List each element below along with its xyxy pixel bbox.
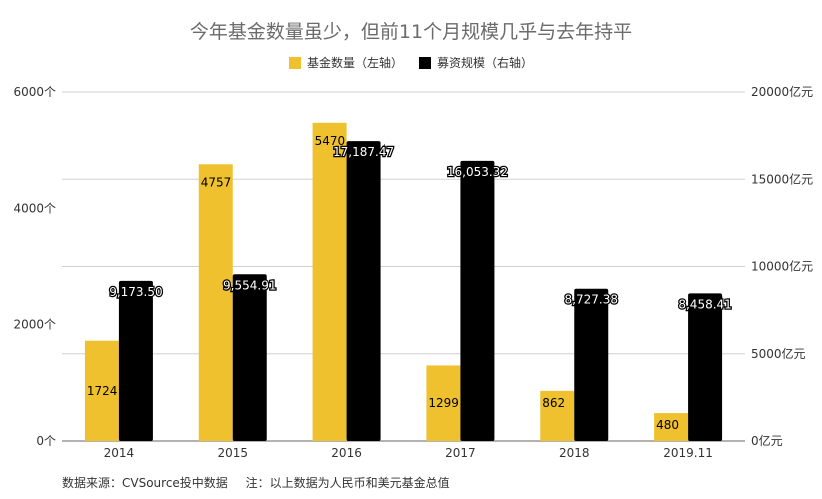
bar-fund-count <box>198 164 233 442</box>
data-label-fund-count: 1724 <box>87 384 118 398</box>
data-label-fund-count: 1299 <box>428 396 459 410</box>
right-axis-tick-label: 5000亿元 <box>751 346 806 361</box>
bar-fund-count <box>654 413 689 441</box>
legend-swatch-fund-size <box>419 57 431 69</box>
legend: 基金数量（左轴） 募资规模（右轴） <box>289 55 533 70</box>
bar-fund-size <box>118 280 153 441</box>
chart-title: 今年基金数量虽少，但前11个月规模几乎与去年持平 <box>190 21 632 43</box>
legend-label-fund-size: 募资规模（右轴） <box>437 55 533 70</box>
data-label-fund-size: 8,458.41 <box>678 297 731 311</box>
left-axis-tick-label: 2000个 <box>13 318 56 332</box>
bar-fund-count <box>426 365 461 441</box>
legend-swatch-fund-count <box>289 57 301 69</box>
right-axis: 0亿元 5000亿元 10000亿元 15000亿元 20000亿元 <box>751 84 813 448</box>
data-label-fund-count: 5470 <box>315 134 346 148</box>
data-label-fund-size: 17,187.47 <box>333 145 394 159</box>
bar-fund-size <box>688 293 723 441</box>
source-note: 数据来源：CVSource投中数据 <box>62 476 228 490</box>
data-label-fund-size: 9,554.91 <box>223 278 276 292</box>
x-axis-tick-label: 2019.11 <box>663 446 713 460</box>
x-axis-tick-label: 2015 <box>217 446 248 460</box>
footer: 数据来源：CVSource投中数据 注：以上数据为人民币和美元基金总值 <box>62 474 464 491</box>
left-axis: 0个 2000个 4000个 6000个 <box>13 85 56 448</box>
right-axis-tick-label: 15000亿元 <box>751 171 813 186</box>
bar-fund-count <box>84 340 119 441</box>
right-axis-tick-label: 10000亿元 <box>751 259 813 274</box>
left-axis-tick-label: 4000个 <box>13 201 56 215</box>
x-axis: 2014 2015 2016 2017 2018 2019.11 <box>104 446 713 460</box>
x-axis-tick-label: 2014 <box>104 446 135 460</box>
right-axis-tick-label: 20000亿元 <box>751 84 813 99</box>
bar-fund-size <box>460 160 495 441</box>
footnote: 注：以上数据为人民币和美元基金总值 <box>245 476 450 490</box>
data-label-fund-count: 4757 <box>201 175 232 189</box>
data-label-fund-count: 862 <box>542 396 565 410</box>
data-label-fund-size: 16,053.32 <box>447 165 508 179</box>
bar-fund-size <box>574 288 609 441</box>
gridlines <box>62 91 745 442</box>
x-axis-tick-label: 2016 <box>331 446 362 460</box>
data-label-fund-count: 480 <box>656 418 679 432</box>
left-axis-tick-label: 6000个 <box>13 85 56 99</box>
bar-fund-count <box>312 122 347 441</box>
bar-fund-size <box>232 274 267 441</box>
bar-fund-size <box>346 141 381 441</box>
bar-fund-count <box>540 390 575 441</box>
bars <box>84 122 723 442</box>
legend-label-fund-count: 基金数量（左轴） <box>307 55 403 70</box>
data-label-fund-size: 8,727.38 <box>565 293 618 307</box>
x-axis-tick-label: 2018 <box>559 446 590 460</box>
data-label-fund-size: 9,173.50 <box>109 285 162 299</box>
left-axis-tick-label: 0个 <box>36 434 56 448</box>
x-axis-tick-label: 2017 <box>445 446 476 460</box>
right-axis-tick-label: 0亿元 <box>751 433 783 448</box>
